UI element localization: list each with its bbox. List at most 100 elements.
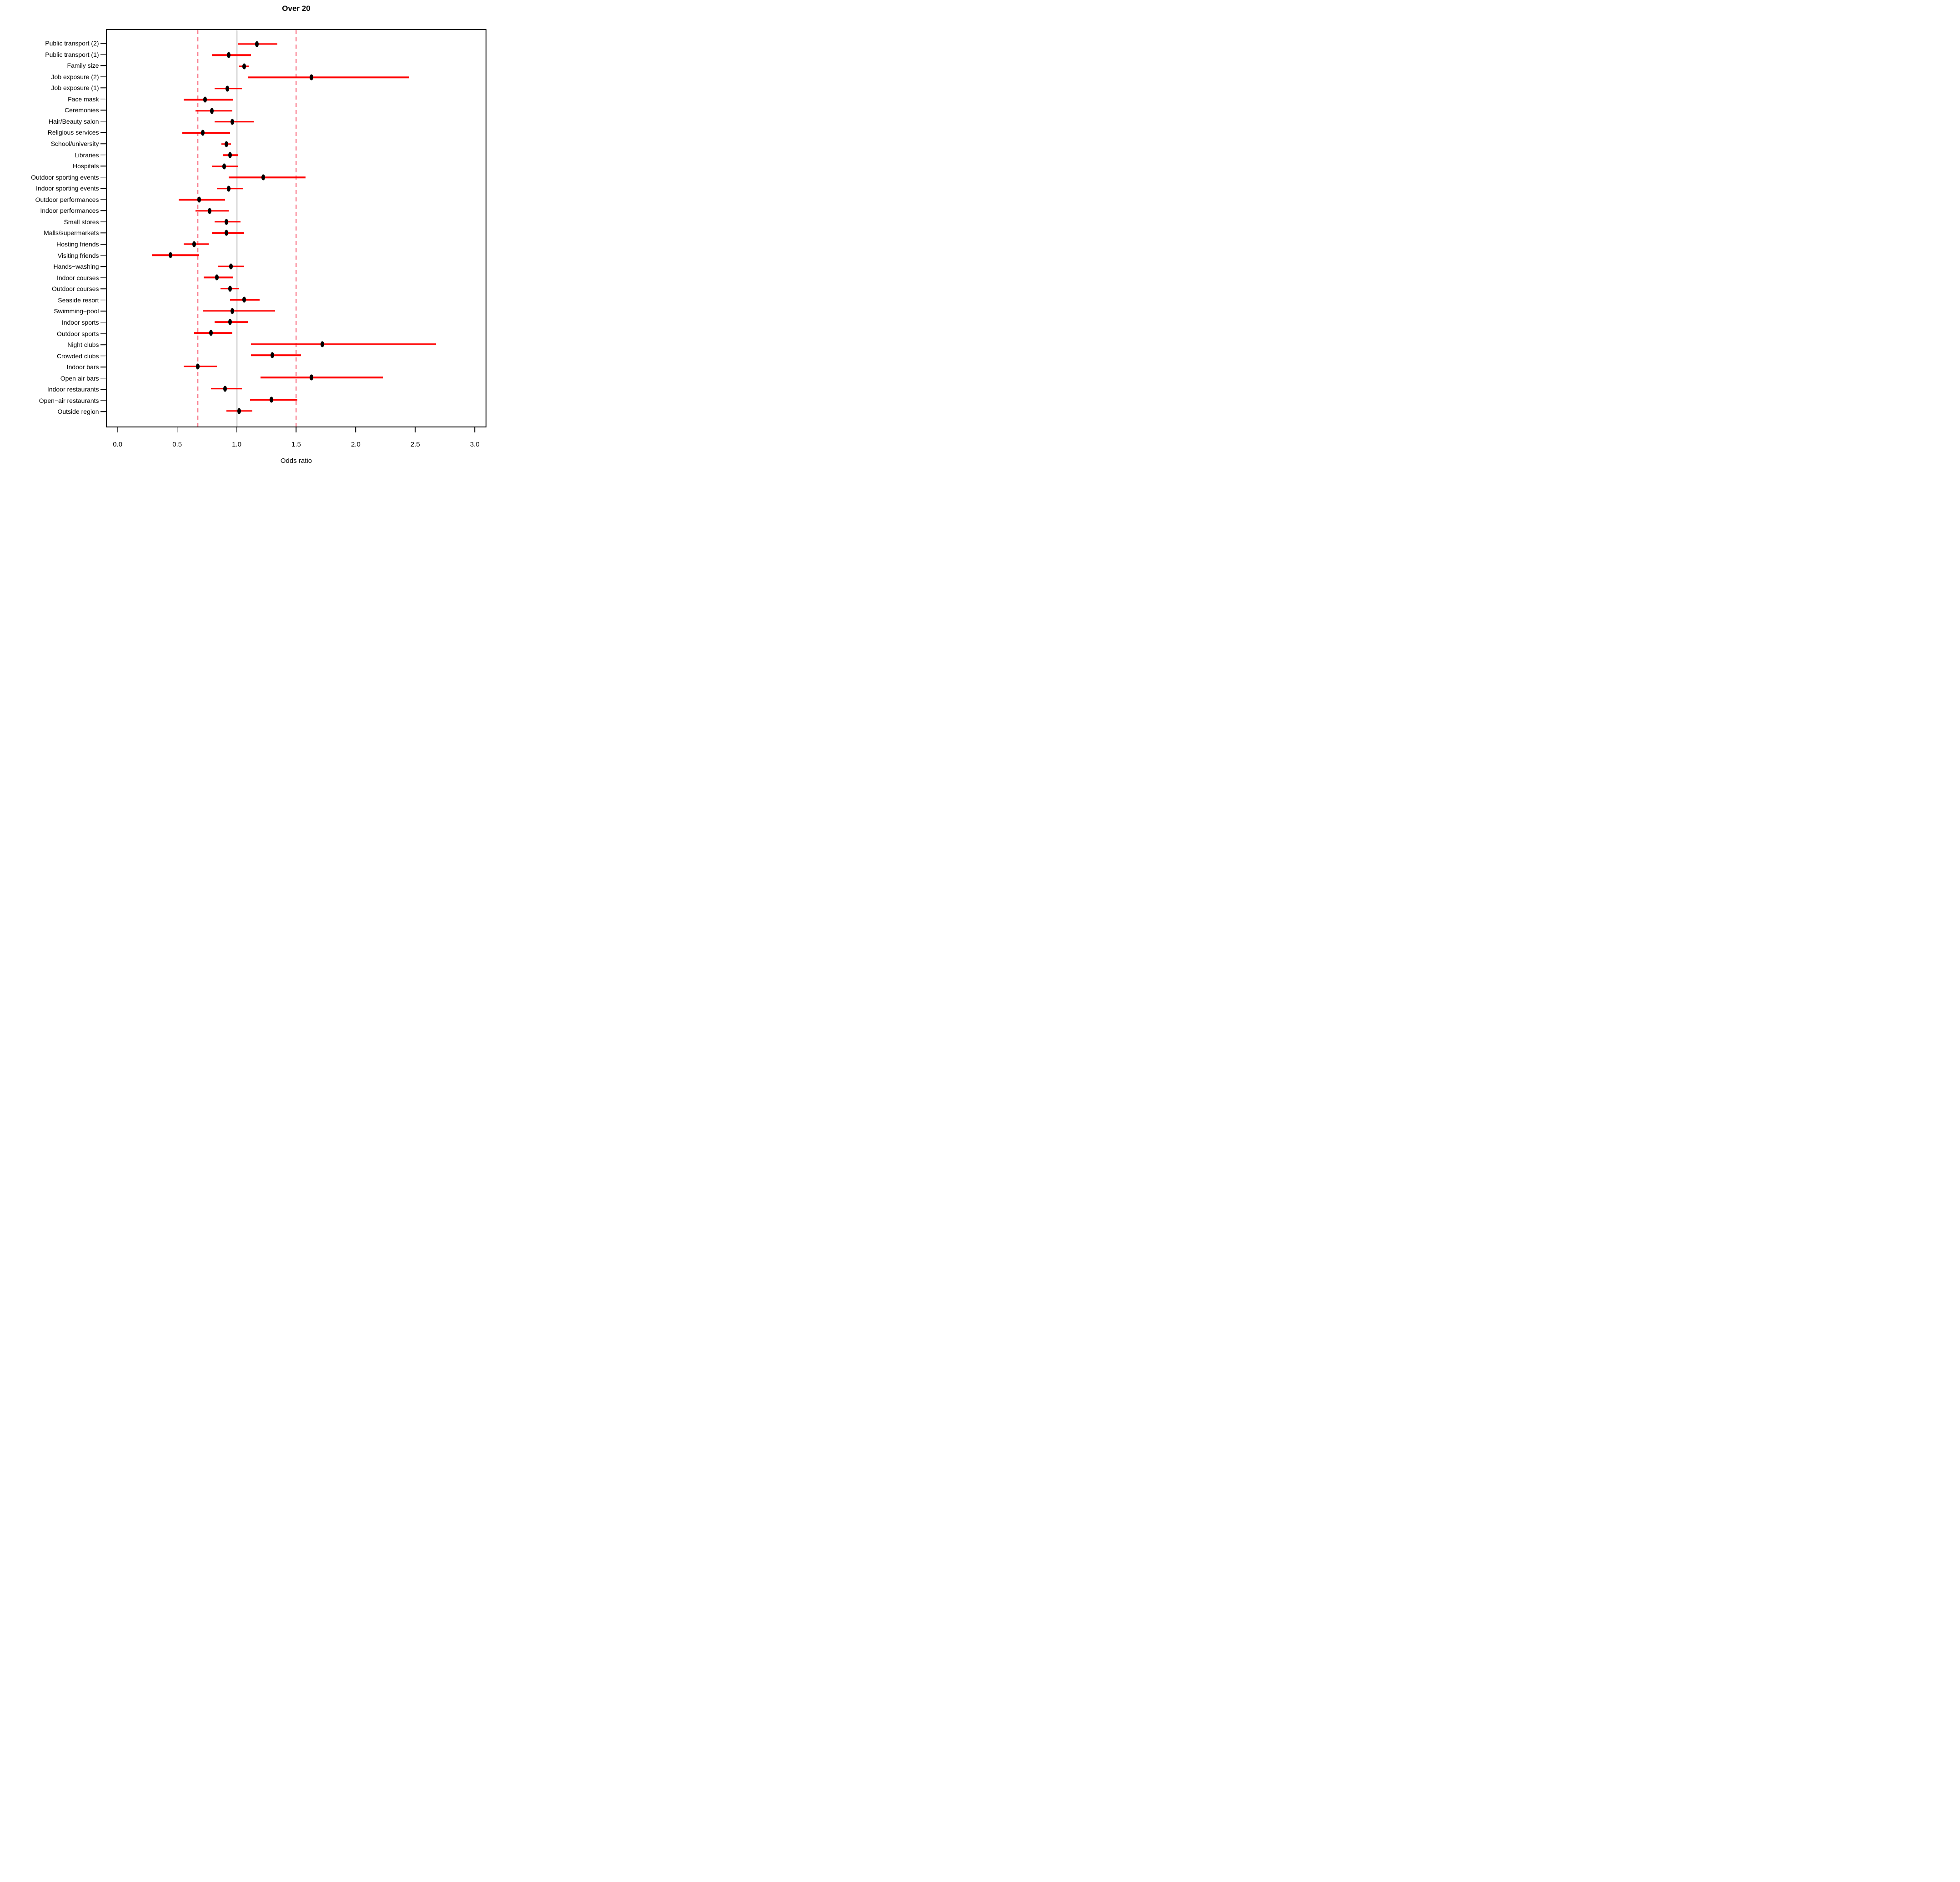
y-axis-tick [100, 132, 106, 133]
y-axis-tick [100, 143, 106, 144]
point-estimate [192, 241, 196, 247]
x-axis-tick [236, 427, 237, 433]
point-estimate [229, 263, 233, 270]
point-estimate [197, 196, 201, 203]
row-label: Public transport (1) [45, 50, 99, 58]
ci-line [194, 332, 232, 334]
row-label: Small stores [64, 218, 99, 226]
point-estimate [228, 152, 232, 158]
y-axis-tick [100, 76, 106, 77]
row-label: Outdoor sports [56, 330, 99, 337]
y-axis-tick [100, 377, 106, 379]
point-estimate [169, 252, 173, 258]
y-axis-tick [100, 389, 106, 390]
ci-line [202, 310, 275, 312]
x-axis-label: Odds ratio [280, 457, 312, 465]
y-axis-tick [100, 333, 106, 334]
row-label: Indoor courses [56, 274, 99, 281]
forest-plot-figure: Over 20 Odds ratio Public transport (2) P… [0, 0, 490, 471]
row-label: Indoor sporting events [36, 185, 99, 192]
point-estimate [228, 286, 232, 292]
point-estimate [269, 396, 273, 403]
row-label: Open−air restaurants [39, 396, 99, 404]
row-label: Job exposure (2) [51, 73, 99, 80]
y-axis-tick [100, 344, 106, 345]
point-estimate [223, 386, 227, 392]
x-axis-tick [474, 427, 476, 433]
point-estimate [310, 374, 314, 381]
y-axis-tick [100, 288, 106, 290]
point-estimate [228, 319, 232, 325]
dashed-threshold-line-1 [197, 30, 198, 427]
ci-line [261, 376, 383, 378]
row-label: Outside region [57, 408, 99, 416]
row-label: Hospitals [72, 162, 99, 170]
ci-line [250, 399, 298, 401]
x-axis-tick [176, 427, 178, 433]
row-label: Family size [67, 62, 99, 70]
x-tick-label: 0.5 [172, 440, 182, 448]
point-estimate [203, 96, 207, 103]
ci-line [251, 343, 436, 345]
point-estimate [230, 119, 234, 125]
ci-line [151, 254, 199, 256]
point-estimate [242, 63, 246, 70]
x-tick-label: 0.0 [113, 440, 123, 448]
y-axis-tick [100, 277, 106, 278]
y-axis-tick [100, 176, 106, 178]
row-label: Malls/supermarkets [44, 229, 99, 237]
point-estimate [222, 163, 226, 170]
point-estimate [237, 408, 241, 414]
row-label: Indoor performances [40, 207, 99, 215]
row-label: Swimming−pool [54, 307, 99, 315]
row-label: Public transport (2) [45, 40, 99, 47]
chart-title: Over 20 [282, 4, 311, 13]
reference-line-or-1 [236, 30, 237, 427]
x-axis-tick [117, 427, 118, 433]
row-label: Indoor restaurants [47, 386, 99, 393]
y-axis-tick [100, 255, 106, 256]
row-label: Open air bars [60, 374, 99, 382]
row-label: Libraries [74, 151, 99, 159]
ci-line [195, 210, 229, 212]
y-axis-tick [100, 366, 106, 367]
y-axis-tick [100, 99, 106, 100]
row-label: Outdoor courses [52, 285, 99, 293]
x-tick-label: 1.5 [291, 440, 301, 448]
row-label: Crowded clubs [56, 352, 99, 360]
plot-area [105, 29, 487, 428]
point-estimate [226, 85, 230, 92]
row-label: Seaside resort [58, 296, 99, 304]
x-axis-tick [415, 427, 416, 433]
point-estimate [261, 174, 265, 181]
point-estimate [271, 352, 275, 358]
y-axis-tick [100, 87, 106, 88]
row-label: Outdoor sporting events [31, 173, 99, 181]
x-axis-tick [296, 427, 297, 433]
ci-line [182, 132, 230, 134]
ci-line [179, 199, 226, 201]
x-tick-label: 2.5 [410, 440, 420, 448]
y-axis-tick [100, 43, 106, 44]
row-label: Ceremonies [65, 106, 99, 114]
point-estimate [242, 296, 246, 303]
y-axis-tick [100, 199, 106, 200]
y-axis-tick [100, 400, 106, 401]
y-axis-tick [100, 154, 106, 156]
point-estimate [210, 108, 214, 114]
x-tick-label: 3.0 [470, 440, 480, 448]
point-estimate [209, 330, 213, 336]
ci-line [251, 354, 301, 356]
row-label: School/university [50, 140, 99, 148]
ci-line [212, 54, 251, 56]
row-label: Hands−washing [53, 263, 99, 271]
point-estimate [226, 186, 231, 192]
y-axis-tick [100, 311, 106, 312]
row-label: Indoor sports [61, 318, 99, 326]
point-estimate [201, 130, 205, 136]
point-estimate [226, 52, 231, 58]
row-label: Religious services [47, 129, 99, 136]
row-label: Visiting friends [57, 251, 99, 259]
ci-line [247, 76, 409, 78]
y-axis-tick [100, 221, 106, 222]
